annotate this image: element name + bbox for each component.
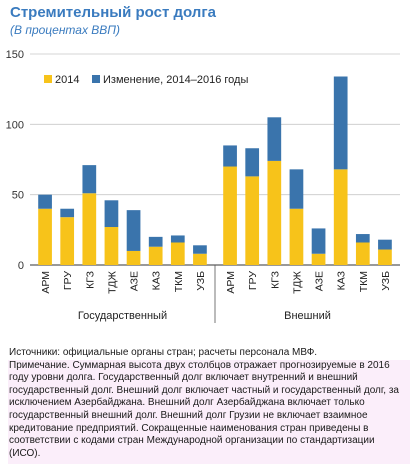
bar-2014 [193,253,207,265]
x-tick-label: УЗБ [380,271,392,291]
legend: 2014 Изменение, 2014–2016 годы [44,74,248,86]
group-label: Государственный [78,310,167,322]
x-tick-label: КГЗ [84,271,96,289]
bar-change [289,169,304,209]
bar-2014 [104,227,119,265]
y-tick-label: 0 [18,260,24,272]
x-tick-label: АРМ [225,271,237,294]
bar-2014 [355,242,370,265]
bar-change [267,117,282,161]
bar-group: АРМ ГРУ КГЗ ТДЖ АЗЕ КАЗ ТКМ УЗБ Внешний [223,76,392,322]
chart-title: Стремительный рост долга [10,4,216,21]
group-label: Внешний [284,310,331,322]
bar-change [378,239,392,250]
bar-2014 [267,160,282,265]
x-tick-label: АЗЕ [129,271,141,291]
bar-2014 [223,166,237,265]
x-tick-label: ТКМ [173,271,185,292]
bar-change [104,200,119,228]
bar-change [82,165,97,194]
bar-change [126,210,141,251]
bar-2014 [311,253,326,265]
bar-group: АРМ ГРУ КГЗ ТДЖ АЗЕ КАЗ ТКМ УЗБ Государственный [38,165,207,322]
bar-change [38,194,52,209]
x-tick-label: АРМ [40,271,52,294]
bar-change [170,235,185,243]
legend-label: 2014 [55,74,79,86]
bar-2014 [170,242,185,265]
x-tick-label: ТКМ [358,271,370,292]
bar-change [333,76,348,170]
legend-label: Изменение, 2014–2016 годы [103,74,248,86]
x-tick-label: ГРУ [62,271,74,290]
x-tick-label: КАЗ [336,271,348,290]
x-tick-label: УЗБ [195,271,207,291]
bar-2014 [333,169,348,265]
legend-swatch [92,75,100,83]
bar-2014 [38,208,52,265]
bar-change [245,148,260,177]
x-tick-label: АЗЕ [314,271,326,291]
bar-2014 [148,246,163,265]
bar-change [193,245,207,254]
x-tick-label: ТДЖ [106,271,118,294]
x-tick-label: ТДЖ [291,271,303,294]
y-tick-label: 50 [12,190,24,202]
x-tick-label: КГЗ [269,271,281,289]
bar-change [60,208,75,218]
bar-2014 [378,249,392,265]
legend-swatch [44,75,52,83]
x-tick-label: ГРУ [247,271,259,290]
x-tick-label: КАЗ [151,271,163,290]
sources-text: Источники: официальные органы стран; рас… [9,347,318,358]
bar-2014 [60,217,75,265]
y-tick-label: 150 [6,49,24,61]
bar-2014 [245,176,260,265]
bar-2014 [126,250,141,265]
bar-change [148,236,163,247]
bar-change [311,228,326,254]
chart-subtitle: (В процентах ВВП) [10,23,120,37]
y-tick-label: 100 [6,119,24,131]
bar-2014 [289,208,304,265]
bar-change [223,145,237,167]
chart-notes: Источники: официальные органы стран; рас… [8,347,412,465]
bar-change [355,234,370,243]
note-text: Примечание. Суммарная высота двух столбц… [8,359,410,465]
bar-2014 [82,193,97,265]
